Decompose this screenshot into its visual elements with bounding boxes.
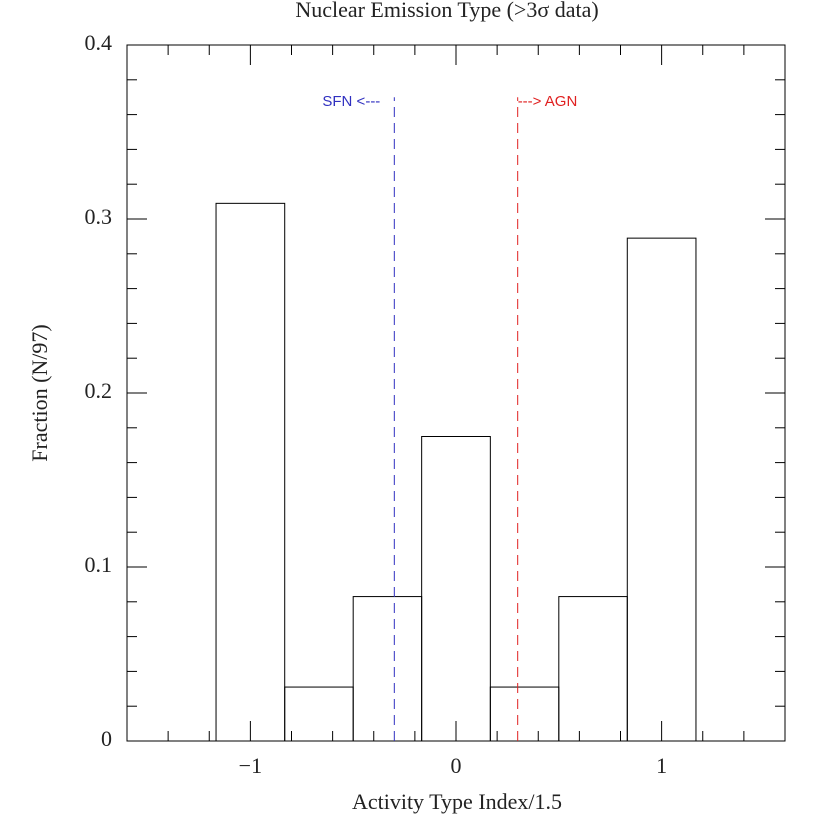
threshold-label: ---> AGN bbox=[518, 93, 578, 110]
x-tick-label: 1 bbox=[656, 753, 667, 778]
histogram-bar bbox=[215, 202, 286, 742]
plot-frame bbox=[126, 44, 786, 742]
y-tick-label: 0.1 bbox=[85, 552, 113, 577]
y-tick-label: 0.4 bbox=[85, 30, 113, 55]
threshold-label: SFN <--- bbox=[322, 93, 380, 110]
x-axis-label: Activity Type Index/1.5 bbox=[352, 789, 562, 814]
histogram-bar bbox=[284, 686, 354, 742]
y-tick-label: 0.3 bbox=[85, 204, 113, 229]
histogram-bar bbox=[626, 237, 697, 742]
y-tick-label: 0 bbox=[101, 726, 112, 751]
histogram-bar bbox=[489, 686, 560, 742]
y-axis-label: Fraction (N/97) bbox=[27, 324, 52, 461]
x-tick-label: −1 bbox=[239, 753, 262, 778]
chart-title: Nuclear Emission Type (>3σ data) bbox=[295, 0, 598, 22]
y-tick-label: 0.2 bbox=[85, 378, 113, 403]
histogram-bar bbox=[352, 596, 423, 742]
histogram-bar bbox=[558, 596, 628, 742]
histogram-bar bbox=[421, 436, 491, 742]
x-tick-label: 0 bbox=[451, 753, 462, 778]
